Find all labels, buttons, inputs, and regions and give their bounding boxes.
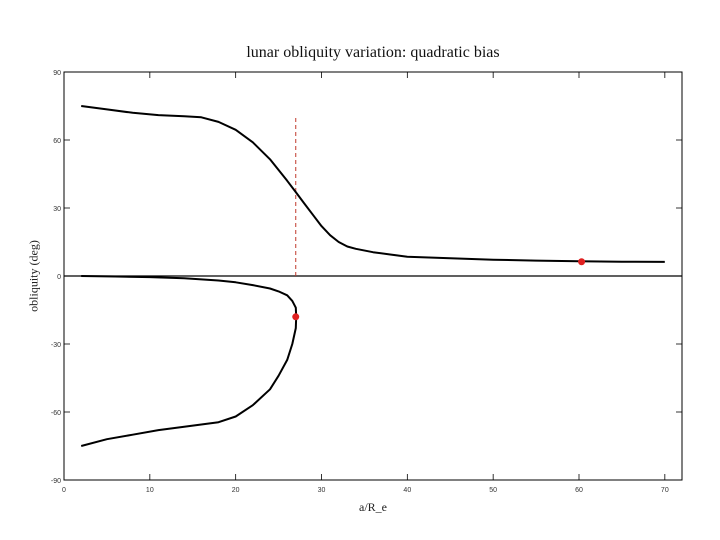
y-tick-label: 60	[53, 138, 61, 145]
x-tick-label: 30	[318, 487, 326, 494]
x-tick-label: 60	[575, 487, 583, 494]
y-tick-label: -90	[51, 478, 61, 485]
x-tick-label: 0	[62, 487, 66, 494]
data-point-0	[292, 313, 300, 321]
x-tick-label: 10	[146, 487, 154, 494]
y-tick-label: 30	[53, 206, 61, 213]
x-tick-label: 20	[232, 487, 240, 494]
y-tick-label: 90	[53, 70, 61, 77]
series-line-0	[81, 105, 665, 263]
y-tick-label: 0	[57, 274, 61, 281]
chart-title: lunar obliquity variation: quadratic bia…	[246, 44, 500, 61]
y-tick-label: -60	[51, 410, 61, 417]
y-tick-label: -30	[51, 342, 61, 349]
series-line-1	[81, 275, 298, 317]
data-point-1	[578, 258, 586, 266]
x-axis-label: a/R_e	[359, 500, 387, 514]
x-tick-label: 50	[489, 487, 497, 494]
series-line-2	[80, 316, 298, 447]
x-tick-label: 70	[661, 487, 669, 494]
x-tick-label: 40	[403, 487, 411, 494]
